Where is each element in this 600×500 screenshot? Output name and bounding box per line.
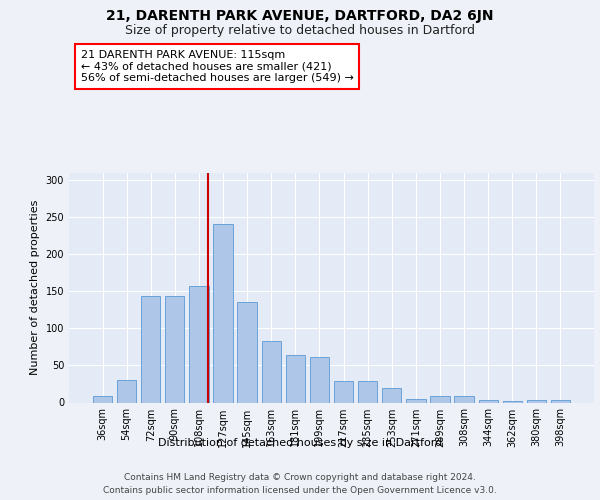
Bar [430,396,449,402]
Bar [503,401,522,402]
Bar [527,400,546,402]
Text: 21 DARENTH PARK AVENUE: 115sqm
← 43% of detached houses are smaller (421)
56% of: 21 DARENTH PARK AVENUE: 115sqm ← 43% of … [81,50,354,83]
Bar [262,341,281,402]
Bar [334,381,353,402]
Bar [310,356,329,403]
Bar [189,286,209,403]
Bar [141,296,160,403]
Y-axis label: Number of detached properties: Number of detached properties [30,200,40,375]
Text: Contains HM Land Registry data © Crown copyright and database right 2024.: Contains HM Land Registry data © Crown c… [124,472,476,482]
Bar [117,380,136,402]
Bar [551,400,570,402]
Text: Distribution of detached houses by size in Dartford: Distribution of detached houses by size … [158,438,442,448]
Bar [165,296,184,403]
Bar [93,396,112,402]
Bar [454,396,474,402]
Bar [382,388,401,402]
Bar [479,400,498,402]
Bar [214,224,233,402]
Text: Contains public sector information licensed under the Open Government Licence v3: Contains public sector information licen… [103,486,497,495]
Text: 21, DARENTH PARK AVENUE, DARTFORD, DA2 6JN: 21, DARENTH PARK AVENUE, DARTFORD, DA2 6… [106,9,494,23]
Bar [286,355,305,403]
Text: Size of property relative to detached houses in Dartford: Size of property relative to detached ho… [125,24,475,37]
Bar [358,381,377,402]
Bar [406,399,425,402]
Bar [238,302,257,402]
